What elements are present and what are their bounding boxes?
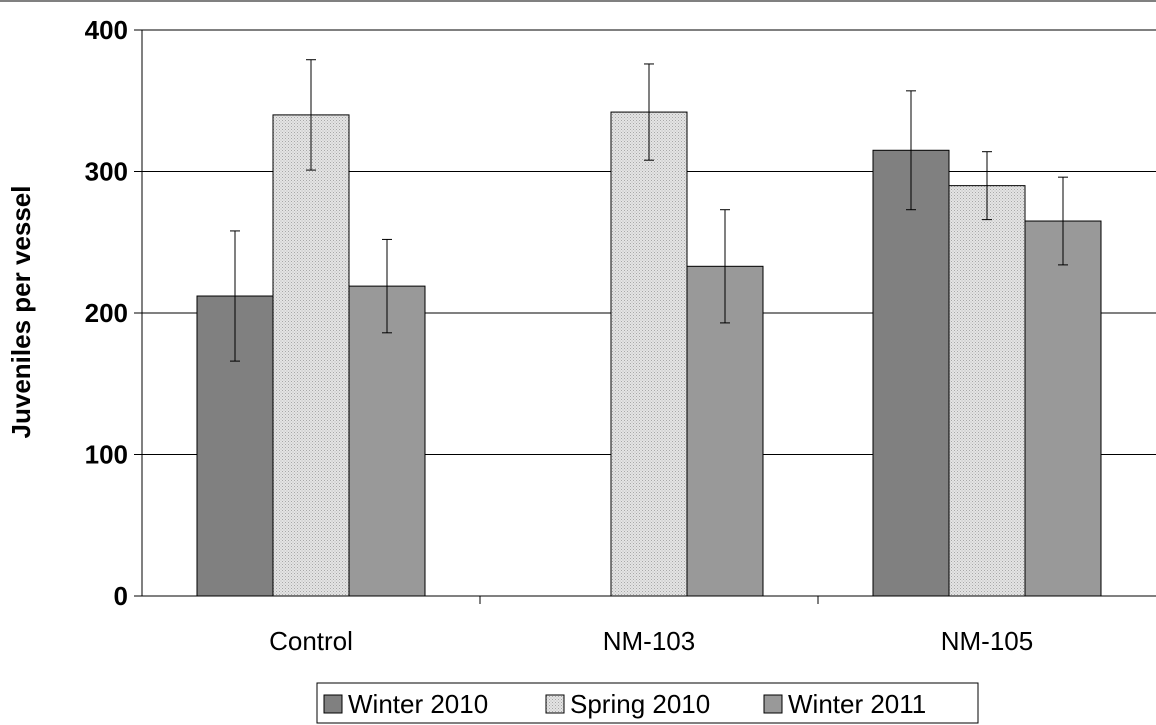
y-tick-label: 300 [85,157,128,187]
legend-box [316,682,979,724]
y-tick-labels: 0 100 200 300 400 [85,15,128,611]
x-tick-label: Control [269,626,353,656]
bar-winter-2011-nm-105 [1024,220,1102,597]
y-tick-label: 400 [85,15,128,45]
bar-winter-2010-nm-105 [872,149,950,597]
x-tick-label: NM-103 [603,626,695,656]
legend-label: Winter 2011 [788,689,926,719]
legend-label: Spring 2010 [570,689,710,719]
legend-swatch [763,694,783,714]
legend: Winter 2010 Spring 2010 Winter 2011 [316,682,979,724]
y-axis-label: Juveniles per vessel [6,186,36,439]
x-tick-label: NM-105 [941,626,1033,656]
legend-swatch [545,694,565,714]
y-tick-label: 200 [85,298,128,328]
legend-label: Winter 2010 [348,689,488,719]
y-tick-label: 0 [114,581,128,611]
axes [134,29,1156,604]
legend-swatch [323,694,343,714]
bar-spring-2010-nm-105 [948,185,1026,597]
bar-spring-2010-control [272,114,350,597]
bar-spring-2010-nm-103 [610,111,688,597]
x-tick-labels: Control NM-103 NM-105 [269,626,1033,656]
bars [196,111,1102,597]
y-tick-label: 100 [85,440,128,470]
error-bars [230,59,1068,362]
